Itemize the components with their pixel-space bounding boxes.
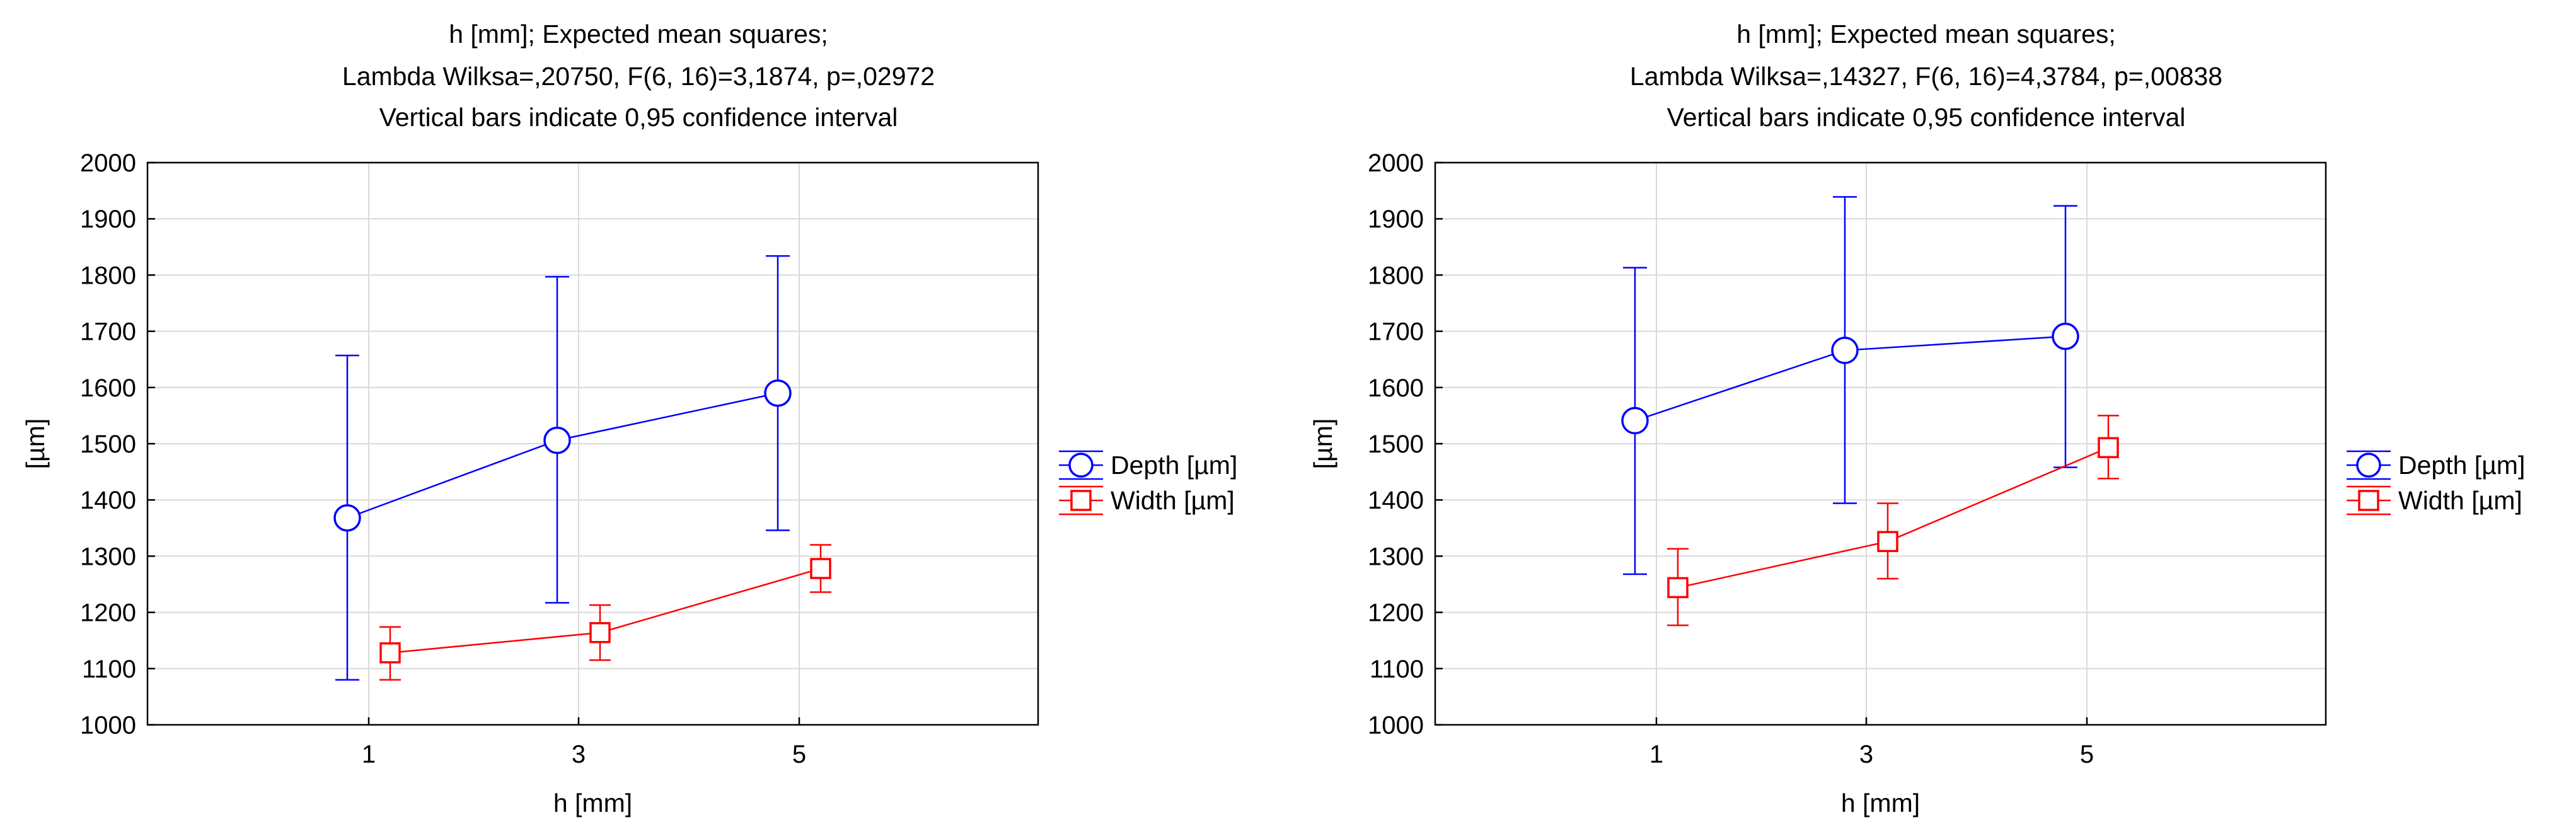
y-tick-label: 1800 xyxy=(80,262,136,289)
y-tick-label: 2000 xyxy=(1368,149,1424,177)
y-tick-label: 1500 xyxy=(1368,430,1424,458)
y-tick-label: 1000 xyxy=(1368,712,1424,739)
series-depth xyxy=(1621,196,2079,575)
legend-entry: Width [µm] xyxy=(2347,485,2522,516)
data-point xyxy=(543,426,571,454)
legend-marker xyxy=(2356,453,2381,478)
chart-title-line: Lambda Wilksa=,20750, F(6, 16)=3,1874, p… xyxy=(342,62,935,91)
y-tick-label: 1600 xyxy=(80,374,136,402)
data-point xyxy=(2052,322,2079,350)
series-line xyxy=(1677,447,2109,589)
data-point xyxy=(1831,337,1859,364)
x-axis-label: h [mm] xyxy=(553,788,632,817)
data-point xyxy=(589,621,611,644)
x-axis-label: h [mm] xyxy=(1841,788,1920,817)
chart-title-line: h [mm]; Expected mean squares; xyxy=(449,20,828,49)
data-point xyxy=(1667,577,1689,599)
data-point xyxy=(333,504,361,532)
legend-entry: Depth [µm] xyxy=(2347,450,2525,480)
chart-panel-right: h [mm]; Expected mean squares; Lambda Wil… xyxy=(1288,0,2575,837)
y-tick-label: 1900 xyxy=(80,205,136,233)
data-point xyxy=(1621,407,1649,435)
y-tick-label: 1200 xyxy=(80,599,136,627)
y-tick-label: 1400 xyxy=(80,487,136,514)
y-tick-label: 1900 xyxy=(1368,205,1424,233)
y-tick-label: 1600 xyxy=(1368,374,1424,402)
y-tick-label: 1800 xyxy=(1368,262,1424,289)
series-line xyxy=(347,392,778,519)
y-axis-label: [µm] xyxy=(21,418,50,470)
data-point xyxy=(2098,437,2119,458)
legend-entry: Depth [µm] xyxy=(1059,450,1237,480)
chart-left: h [mm]; Expected mean squares; Lambda Wil… xyxy=(21,20,1237,817)
grid xyxy=(1435,162,2326,725)
y-tick-label: 1000 xyxy=(80,712,136,739)
chart-title-line: Lambda Wilksa=,14327, F(6, 16)=4,3784, p… xyxy=(1630,62,2222,91)
y-tick-label: 1100 xyxy=(1370,655,1424,683)
y-tick-label: 1700 xyxy=(80,318,136,346)
legend-label: Width [µm] xyxy=(2398,486,2522,515)
legend-marker xyxy=(1068,453,1094,478)
legend-marker xyxy=(2358,490,2379,511)
y-tick-label: 1300 xyxy=(1368,543,1424,570)
series-width xyxy=(379,544,831,681)
data-point xyxy=(379,642,401,664)
chart-right: h [mm]; Expected mean squares; Lambda Wil… xyxy=(1308,20,2525,817)
legend-label: Depth [µm] xyxy=(1111,451,1237,480)
legend-marker xyxy=(1070,490,1092,511)
y-tick-label: 1100 xyxy=(82,655,136,683)
data-point xyxy=(1877,531,1898,552)
y-tick-label: 1700 xyxy=(1368,318,1424,346)
series-width xyxy=(1667,415,2119,626)
x-tick-label: 5 xyxy=(792,741,806,768)
x-tick-label: 1 xyxy=(1649,741,1663,768)
y-tick-label: 2000 xyxy=(80,149,136,177)
y-tick-label: 1200 xyxy=(1368,599,1424,627)
x-tick-label: 5 xyxy=(2080,741,2094,768)
x-tick-label: 1 xyxy=(362,741,376,768)
chart-title-line: Vertical bars indicate 0,95 confidence i… xyxy=(379,103,898,132)
x-tick-label: 3 xyxy=(1859,741,1873,768)
y-tick-label: 1500 xyxy=(80,430,136,458)
data-point xyxy=(810,558,831,579)
y-tick-label: 1300 xyxy=(80,543,136,570)
chart-title-line: Vertical bars indicate 0,95 confidence i… xyxy=(1667,103,2186,132)
y-axis-label: [µm] xyxy=(1308,418,1337,470)
data-point xyxy=(764,379,792,407)
y-tick-label: 1400 xyxy=(1368,487,1424,514)
legend-label: Depth [µm] xyxy=(2398,451,2525,480)
legend-entry: Width [µm] xyxy=(1059,485,1235,516)
chart-title-line: h [mm]; Expected mean squares; xyxy=(1736,20,2116,49)
legend-label: Width [µm] xyxy=(1111,486,1235,515)
chart-panel-left: h [mm]; Expected mean squares; Lambda Wil… xyxy=(21,20,1237,817)
series-depth xyxy=(333,255,792,681)
x-tick-label: 3 xyxy=(572,741,586,768)
